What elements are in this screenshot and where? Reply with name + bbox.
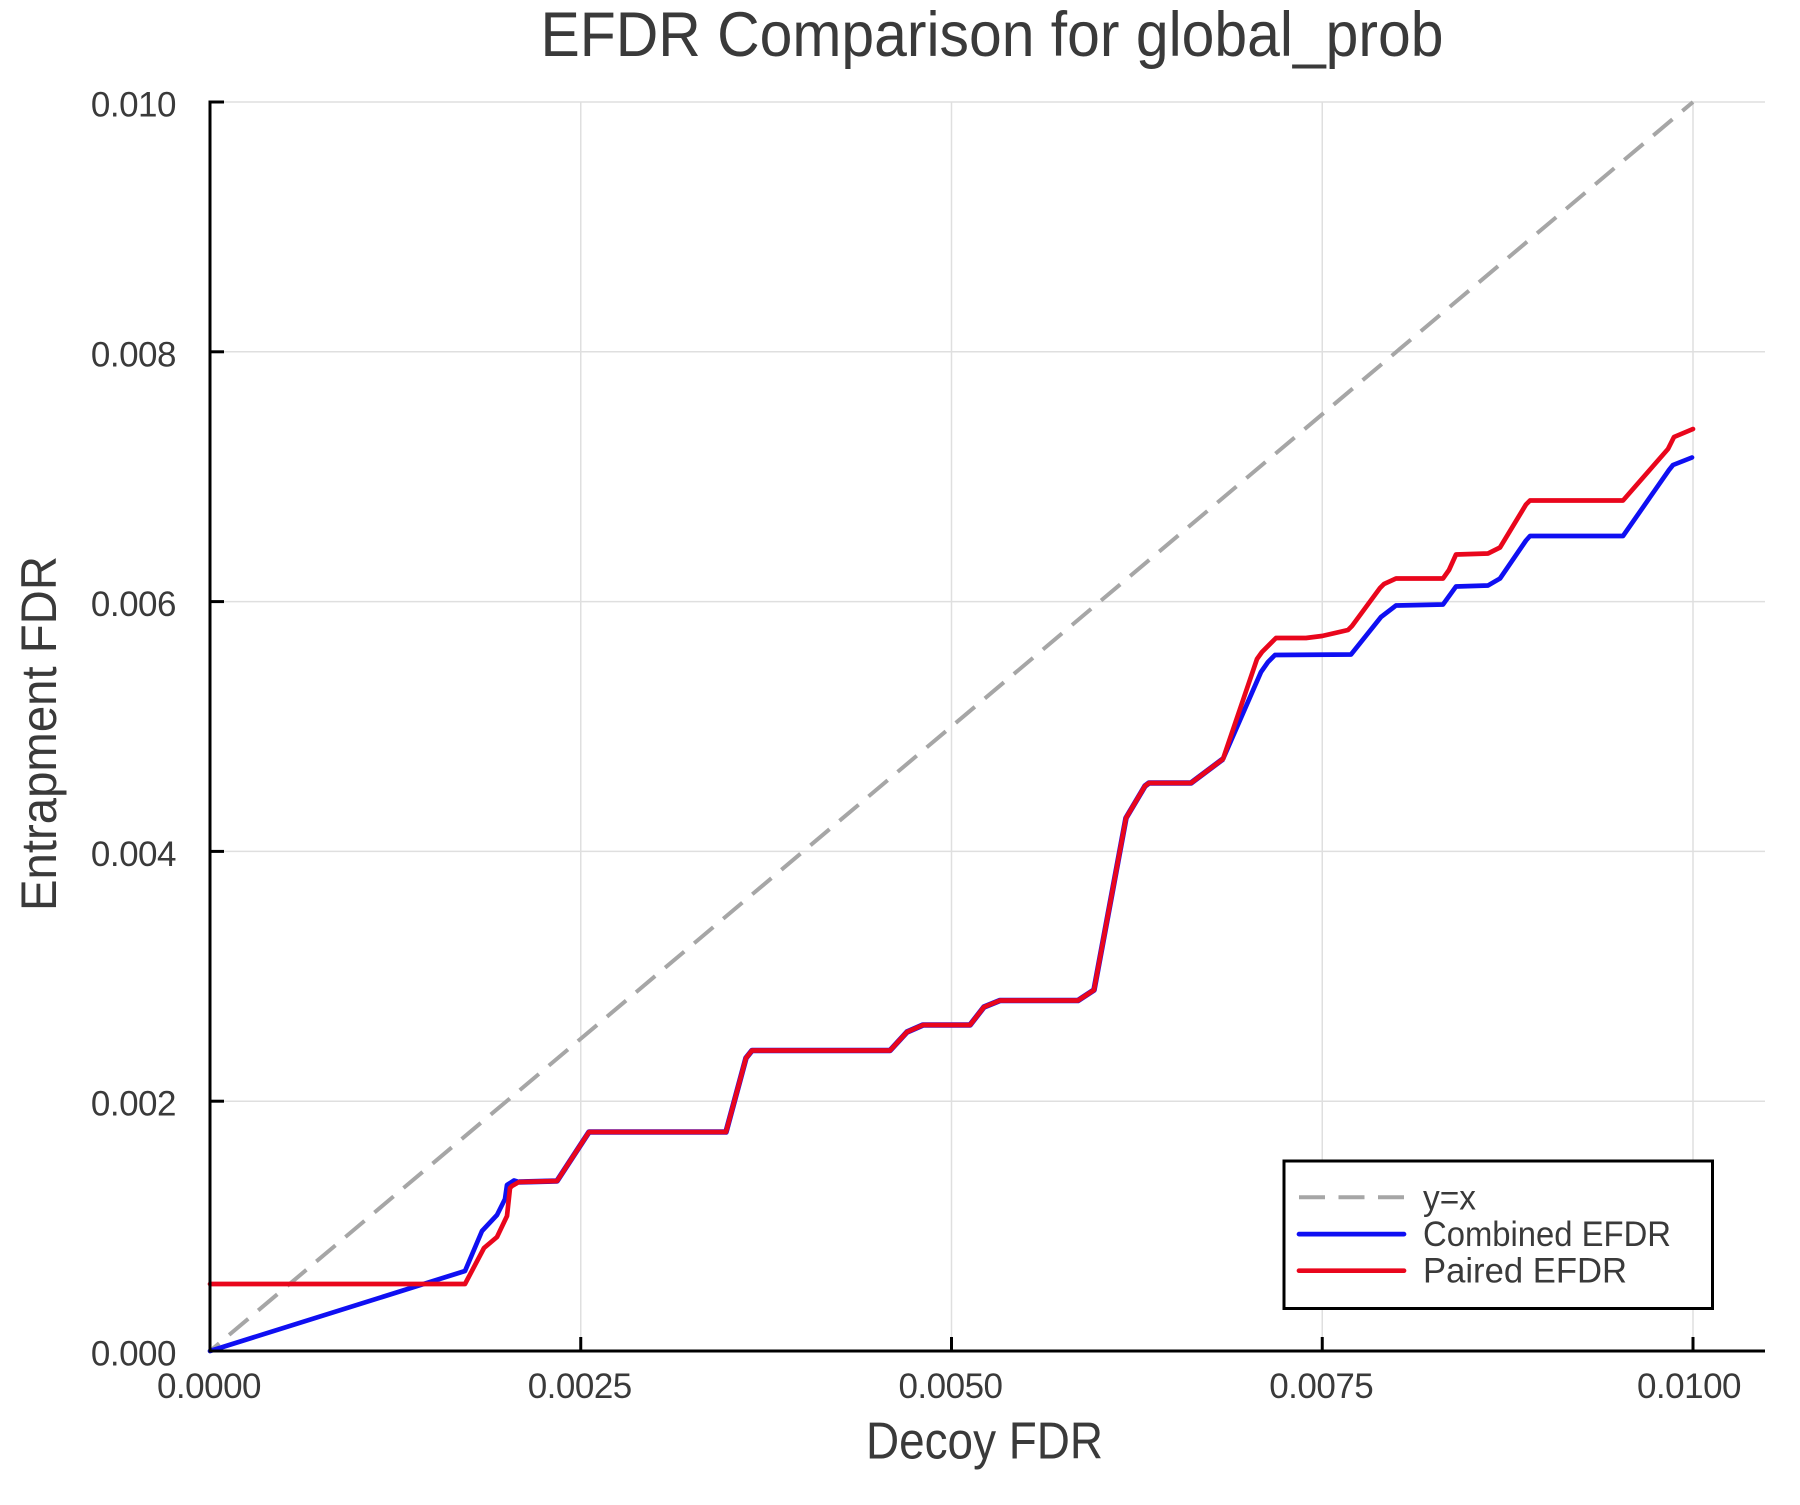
svg-text:0.0100: 0.0100 (1637, 1367, 1741, 1406)
svg-text:0.0025: 0.0025 (528, 1367, 632, 1406)
svg-text:0.006: 0.006 (91, 585, 176, 624)
svg-text:0.004: 0.004 (91, 835, 176, 874)
svg-text:Entrapment FDR: Entrapment FDR (11, 556, 67, 911)
svg-text:Paired EFDR: Paired EFDR (1423, 1252, 1627, 1291)
svg-text:Decoy FDR: Decoy FDR (866, 1413, 1103, 1471)
svg-text:0.008: 0.008 (91, 335, 176, 374)
svg-text:0.000: 0.000 (91, 1335, 176, 1374)
svg-text:EFDR Comparison for global_pro: EFDR Comparison for global_prob (541, 0, 1444, 70)
svg-text:y=x: y=x (1423, 1178, 1476, 1217)
svg-text:0.0000: 0.0000 (157, 1367, 261, 1406)
svg-text:Combined EFDR: Combined EFDR (1423, 1215, 1671, 1254)
svg-text:0.0050: 0.0050 (898, 1367, 1002, 1406)
svg-text:0.002: 0.002 (91, 1085, 176, 1124)
svg-text:0.010: 0.010 (91, 86, 176, 125)
svg-text:0.0075: 0.0075 (1269, 1367, 1373, 1406)
